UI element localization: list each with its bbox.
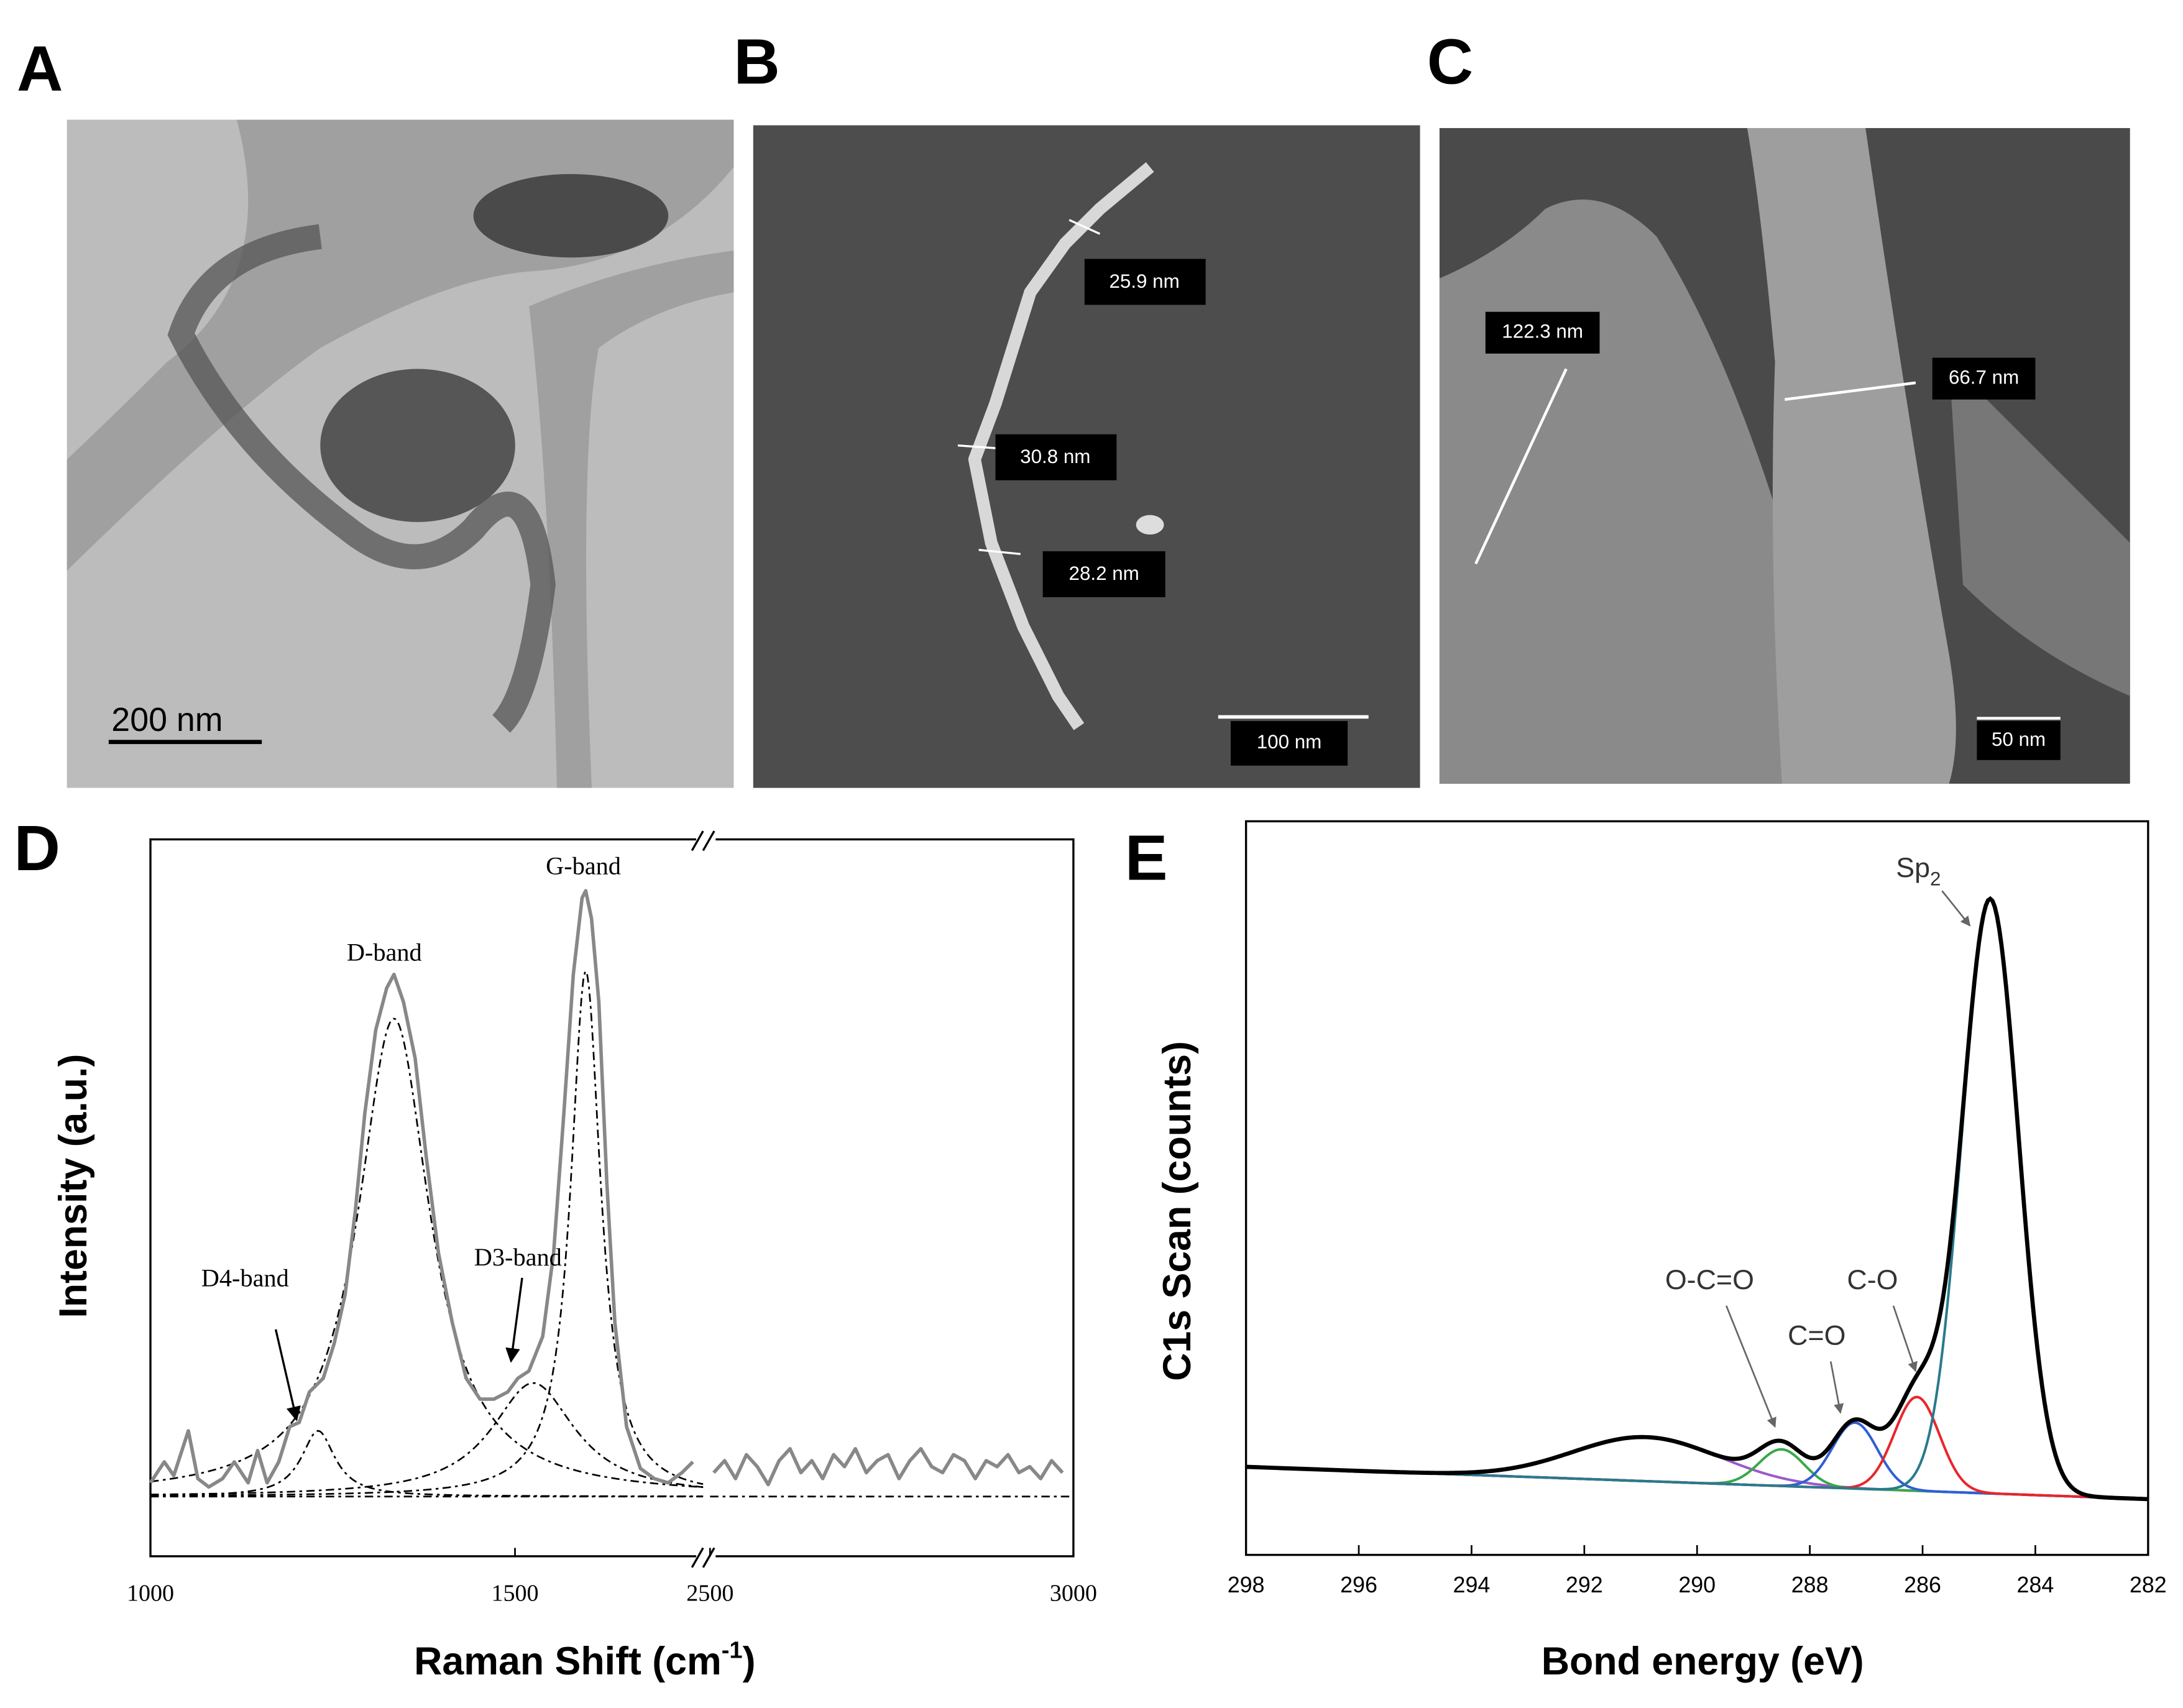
panel-label: C bbox=[1427, 25, 1473, 97]
arrow bbox=[505, 1277, 523, 1363]
peak-label-sub: 2 bbox=[1930, 868, 1941, 889]
arrow bbox=[1941, 890, 1971, 927]
component-peak bbox=[1246, 1448, 2148, 1500]
x-axis-label: Bond energy (eV) bbox=[1542, 1640, 1864, 1683]
scale-bar-label: 100 nm bbox=[1257, 731, 1322, 753]
y-axis-label: C1s Scan (counts) bbox=[1156, 1041, 1199, 1381]
fitted-peak bbox=[150, 1017, 704, 1489]
x-tick-label: 294 bbox=[1453, 1573, 1491, 1597]
peak-label: D-band bbox=[347, 938, 422, 966]
component-peak bbox=[1246, 1421, 2148, 1500]
x-tick-label: 292 bbox=[1566, 1573, 1603, 1597]
measurement-label: 66.7 nm bbox=[1949, 366, 2019, 388]
panel-label: A bbox=[17, 33, 63, 104]
arrow bbox=[1892, 1305, 1918, 1372]
xps-frame bbox=[1244, 820, 2149, 1556]
micrograph-c: 122.3 nm 66.7 nm 50 nm bbox=[1439, 128, 2130, 784]
peak-label: D3-band bbox=[474, 1243, 562, 1271]
x-tick-label: 3000 bbox=[1050, 1581, 1097, 1607]
micrograph-b: 25.9 nm 30.8 nm 28.2 nm 100 nm bbox=[753, 125, 1420, 788]
x-axis-label: Raman Shift (cm-1) bbox=[414, 1637, 755, 1683]
arrow bbox=[1829, 1361, 1844, 1414]
panel-label: E bbox=[1125, 822, 1168, 893]
envelope bbox=[1246, 896, 2148, 1502]
fitted-peak bbox=[150, 1430, 704, 1497]
peak-label: Sp2 bbox=[1896, 852, 1941, 889]
y-axis-label: Intensity (a.u.) bbox=[52, 1054, 95, 1318]
x-tick-label: 298 bbox=[1228, 1573, 1265, 1597]
peak-label: O-C=O bbox=[1665, 1264, 1754, 1295]
spectrum-line bbox=[149, 889, 694, 1489]
x-tick-label: 288 bbox=[1791, 1573, 1829, 1597]
peak-label-part: Sp bbox=[1896, 852, 1930, 883]
x-tick-label: 290 bbox=[1678, 1573, 1716, 1597]
x-tick-label: 1500 bbox=[491, 1581, 538, 1607]
measurement-label: 122.3 nm bbox=[1502, 321, 1583, 342]
panel-label: B bbox=[733, 25, 779, 97]
x-tick-label: 284 bbox=[2017, 1573, 2054, 1597]
x-tick-label: 282 bbox=[2130, 1573, 2167, 1597]
arrow bbox=[1726, 1305, 1776, 1428]
arrow bbox=[274, 1329, 301, 1421]
measurement-label: 28.2 nm bbox=[1069, 562, 1139, 584]
peak-label: D4-band bbox=[201, 1264, 289, 1292]
x-tick-label: 1000 bbox=[127, 1581, 174, 1607]
x-tick-label: 2500 bbox=[686, 1581, 733, 1607]
peak-label: G-band bbox=[546, 852, 621, 879]
x-tick-label: 286 bbox=[1904, 1573, 1941, 1597]
peak-label: C=O bbox=[1788, 1320, 1845, 1351]
component-peak bbox=[1246, 898, 2148, 1500]
fitted-peak bbox=[150, 969, 704, 1497]
panel-label: D bbox=[14, 812, 60, 884]
micrograph-a: 200 nm bbox=[67, 119, 734, 788]
fitted-peak bbox=[150, 1382, 704, 1495]
spectrum-line bbox=[712, 1447, 1064, 1487]
scale-bar-label: 200 nm bbox=[111, 701, 223, 738]
measurement-label: 30.8 nm bbox=[1020, 446, 1090, 467]
raman-frame bbox=[149, 829, 1075, 1568]
peak-label: C-O bbox=[1847, 1264, 1898, 1295]
scale-bar-label: 50 nm bbox=[1992, 728, 2046, 750]
measurement-label: 25.9 nm bbox=[1109, 270, 1179, 292]
x-tick-label: 296 bbox=[1340, 1573, 1377, 1597]
